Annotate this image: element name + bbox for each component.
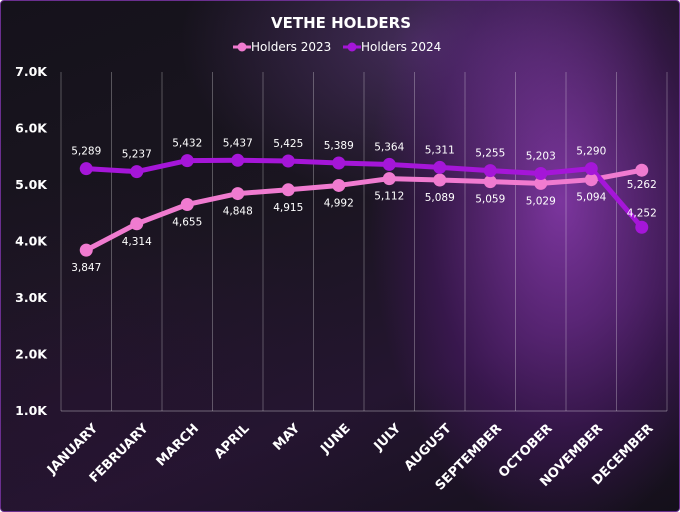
data-point: [332, 156, 346, 170]
data-label: 3,847: [71, 262, 101, 274]
data-label: 5,289: [71, 146, 101, 158]
data-point: [180, 154, 194, 168]
data-label: 5,255: [475, 148, 505, 160]
x-tick-label: JUNE: [317, 421, 353, 457]
data-label: 5,237: [122, 149, 152, 161]
data-point: [635, 220, 649, 234]
data-point: [231, 153, 245, 167]
data-point: [281, 154, 295, 168]
data-label: 5,089: [425, 192, 455, 204]
data-point: [382, 172, 396, 186]
y-tick-label: 3.0K: [15, 290, 48, 305]
data-point: [79, 243, 93, 257]
y-tick-label: 5.0K: [15, 177, 48, 192]
legend-marker: [347, 42, 357, 52]
data-label: 5,389: [324, 140, 354, 152]
data-point: [130, 217, 144, 231]
data-label: 5,203: [526, 151, 556, 163]
data-label: 4,848: [223, 206, 253, 218]
legend-marker: [237, 42, 247, 52]
data-point: [483, 164, 497, 178]
data-label: 4,252: [627, 207, 657, 219]
data-point: [382, 157, 396, 171]
data-point: [483, 175, 497, 189]
data-point: [433, 160, 447, 174]
data-point: [130, 165, 144, 179]
data-label: 5,425: [273, 138, 303, 150]
x-tick-label: AUGUST: [402, 421, 455, 474]
data-point: [281, 183, 295, 197]
series-group: [79, 153, 649, 257]
series-line: [83, 157, 645, 230]
data-point: [534, 176, 548, 190]
chart-title: VETHE HOLDERS: [271, 14, 411, 32]
y-tick-label: 7.0K: [15, 64, 48, 79]
x-tick-label: MARCH: [154, 421, 202, 469]
legend-label: Holders 2023: [251, 40, 331, 54]
legend-label: Holders 2024: [361, 40, 441, 54]
series-line: [83, 167, 645, 253]
data-point: [433, 173, 447, 187]
data-label: 5,094: [576, 192, 606, 204]
data-label: 5,364: [374, 141, 404, 153]
y-tick-label: 1.0K: [15, 403, 48, 418]
legend: Holders 2023 Holders 2024: [233, 40, 441, 54]
data-point: [584, 173, 598, 187]
data-point: [79, 162, 93, 176]
data-label: 5,432: [172, 138, 202, 150]
x-tick-label: MAY: [270, 421, 303, 454]
data-label: 5,029: [526, 195, 556, 207]
data-labels: 3,847 4,314 4,655 4,848 4,915 4,992 5,112 5,089…: [71, 137, 657, 274]
data-label: 5,059: [475, 194, 505, 206]
y-axis: 1.0K 2.0K 3.0K 4.0K 5.0K 6.0K 7.0K: [15, 64, 48, 418]
grid: [60, 72, 668, 412]
y-tick-label: 4.0K: [15, 234, 48, 249]
y-tick-label: 6.0K: [15, 121, 48, 136]
data-label: 4,314: [122, 236, 152, 248]
data-point: [584, 162, 598, 176]
data-point: [534, 167, 548, 181]
data-label: 5,262: [627, 179, 657, 191]
data-label: 4,992: [324, 197, 354, 209]
data-point: [231, 187, 245, 201]
data-label: 5,311: [425, 144, 455, 156]
x-tick-label: JULY: [371, 421, 405, 455]
data-point: [635, 163, 649, 177]
data-label: 5,290: [576, 146, 606, 158]
data-label: 4,655: [172, 216, 202, 228]
data-label: 4,915: [273, 202, 303, 214]
data-point: [180, 197, 194, 211]
data-label: 5,112: [374, 191, 404, 203]
data-point: [332, 178, 346, 192]
x-tick-label: APRIL: [212, 421, 253, 462]
y-tick-label: 2.0K: [15, 347, 48, 362]
data-label: 5,437: [223, 137, 253, 149]
